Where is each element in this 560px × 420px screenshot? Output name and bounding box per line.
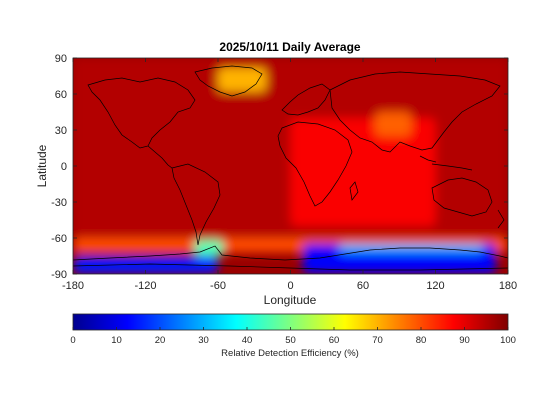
colorbar-tick-label: 0	[70, 335, 75, 346]
colorbar-tick-label: 50	[285, 335, 296, 346]
x-tick-label: 120	[426, 280, 444, 292]
colorbar-label: Relative Detection Efficiency (%)	[221, 348, 359, 359]
field-region	[290, 118, 436, 226]
y-tick-label: -30	[51, 197, 67, 209]
colorbar-tick-label: 80	[416, 335, 427, 346]
y-tick-label: 60	[55, 89, 67, 101]
x-tick-label: 180	[499, 280, 517, 292]
chart-title: 2025/10/11 Daily Average	[219, 40, 361, 54]
colorbar-tick-label: 20	[155, 335, 166, 346]
y-tick-label: 90	[55, 53, 67, 65]
x-tick-label: 0	[287, 280, 293, 292]
colorbar-tick-label: 10	[111, 335, 122, 346]
x-axis-ticks: -180 -120 -60 0 60 120 180	[62, 58, 517, 292]
field-region	[73, 256, 218, 274]
colorbar: 0 10 20 30 40 50 60 70 80 90 100 Relative Detectio…	[70, 313, 516, 359]
field-region	[375, 112, 412, 136]
x-tick-label: 60	[357, 280, 369, 292]
y-tick-label: 0	[61, 161, 67, 173]
map-plot-area	[73, 58, 508, 274]
field-regions	[73, 58, 508, 274]
y-tick-label: 30	[55, 125, 67, 137]
colorbar-tick-label: 40	[242, 335, 253, 346]
y-axis-label: Latitude	[35, 144, 49, 187]
y-tick-label: -90	[51, 269, 67, 281]
colorbar-ticks: 0 10 20 30 40 50 60 70 80 90 100	[70, 327, 516, 346]
colorbar-gradient	[73, 314, 508, 330]
field-region	[218, 67, 267, 92]
colorbar-tick-label: 100	[500, 335, 516, 346]
colorbar-tick-label: 60	[329, 335, 340, 346]
y-tick-label: -60	[51, 233, 67, 245]
colorbar-tick-label: 90	[459, 335, 470, 346]
y-axis-ticks: 90 60 30 0 -30 -60 -90	[51, 53, 508, 281]
coastlines	[73, 65, 508, 271]
x-tick-label: -120	[134, 280, 156, 292]
colorbar-tick-label: 30	[198, 335, 209, 346]
x-axis-label: Longitude	[264, 293, 317, 307]
colorbar-tick-label: 70	[372, 335, 383, 346]
x-tick-label: -180	[62, 280, 84, 292]
x-tick-label: -60	[210, 280, 226, 292]
